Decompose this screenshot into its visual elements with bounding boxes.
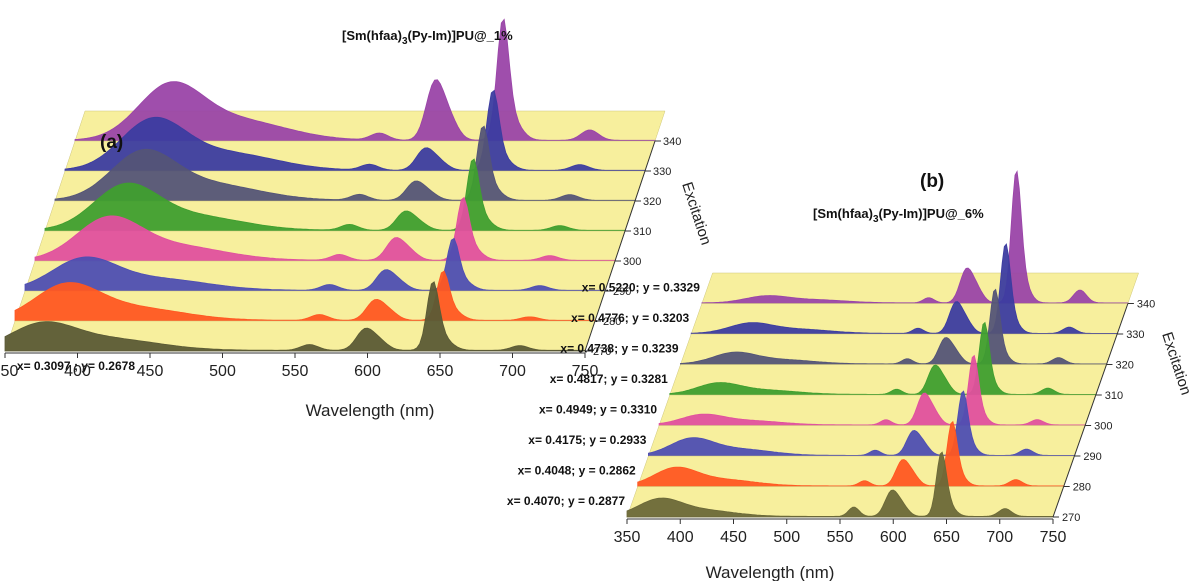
series-310: 310 x= 0.4817; y = 0.3281 (550, 321, 1123, 402)
excitation-tick-label-320: 320 (643, 196, 661, 208)
x-tick-label: 600 (880, 529, 907, 546)
spectrum-300 (34, 196, 616, 262)
excitation-axis-title: Excitation (1158, 330, 1194, 397)
excitation-tick-label-300: 300 (623, 256, 641, 268)
x-tick-label: 550 (827, 529, 854, 546)
excitation-tick-label-330: 330 (1126, 329, 1144, 341)
x-tick-label: 700 (986, 529, 1013, 546)
cie-coordinate-label-280: x= 0.4048; y = 0.2862 (518, 464, 636, 478)
x-tick-label: 500 (773, 529, 800, 546)
spectrum-320 (54, 125, 636, 202)
excitation-tick-label-270: 270 (593, 346, 611, 358)
spectrum-270 (4, 281, 586, 352)
x-axis-title: Wavelength (nm) (706, 563, 835, 581)
panel-label: (a) (100, 132, 123, 153)
spectrum-310 (44, 158, 626, 232)
series-270: 270 x= 0.3097 ; y= 0.2678 (4, 281, 611, 373)
excitation-tick-label-310: 310 (1105, 390, 1123, 402)
spectrum-280 (637, 420, 1065, 487)
spectrum-270 (626, 451, 1054, 518)
excitation-tick-label-270: 270 (1062, 512, 1080, 524)
spectrum-330 (64, 89, 646, 172)
x-tick-label: 750 (1040, 529, 1067, 546)
cie-coordinate-label-270: x= 0.3097 ; y= 0.2678 (17, 359, 135, 373)
series-290: 290 x= 0.4175; y = 0.2933 (528, 390, 1102, 463)
series-280: 280 x= 0.4048; y = 0.2862 (518, 420, 1091, 494)
cie-coordinate-label-290: x= 0.4175; y = 0.2933 (528, 433, 646, 447)
x-tick-label: 450 (720, 529, 747, 546)
cie-coordinate-label-300: x= 0.4949; y = 0.3310 (539, 403, 657, 417)
x-tick-label: 650 (427, 363, 454, 380)
x-axis-title: Wavelength (nm) (306, 401, 435, 420)
excitation-tick-label-290: 290 (1083, 451, 1101, 463)
x-tick-label: 400 (667, 529, 694, 546)
x-tick-label: 600 (354, 363, 381, 380)
x-tick-label: 350 (0, 363, 18, 380)
excitation-tick-label-340: 340 (1137, 299, 1155, 311)
cie-coordinate-label-320: x= 0.4738; y = 0.3239 (560, 342, 678, 356)
panel-label: (b) (920, 171, 944, 192)
series-270: 270 x= 0.4070; y = 0.2877 (507, 451, 1080, 524)
cie-coordinate-label-270: x= 0.4070; y = 0.2877 (507, 494, 625, 508)
spectrum-310 (669, 321, 1097, 396)
spectrum-340 (74, 18, 656, 142)
cie-coordinate-label-310: x= 0.4817; y = 0.3281 (550, 372, 668, 386)
excitation-tick-label-300: 300 (1094, 421, 1112, 433)
spectrum-290 (24, 237, 606, 292)
series-340: 340 x= 0.5220; y = 0.3329 (582, 170, 1155, 311)
series-330: 330 x= 0.4776; y = 0.3203 (571, 243, 1145, 341)
spectrum-280 (14, 270, 596, 322)
x-tick-label: 500 (209, 363, 236, 380)
spectrum-340 (701, 170, 1129, 304)
excitation-axis-title: Excitation (678, 180, 714, 247)
x-tick-label: 450 (137, 363, 164, 380)
excitation-tick-label-310: 310 (633, 226, 651, 238)
cie-coordinate-label-340: x= 0.5220; y = 0.3329 (582, 281, 700, 295)
x-tick-label: 650 (933, 529, 960, 546)
spectrum-290 (648, 390, 1075, 457)
series-320: 320 x= 0.4738; y = 0.3239 (560, 288, 1134, 372)
excitation-tick-label-280: 280 (1073, 482, 1091, 494)
excitation-tick-label-320: 320 (1116, 360, 1134, 372)
excitation-tick-label-330: 330 (653, 166, 671, 178)
cie-coordinate-label-330: x= 0.4776; y = 0.3203 (571, 311, 689, 325)
excitation-tick-label-340: 340 (663, 136, 681, 148)
excitation-axis-line (1052, 303, 1129, 518)
x-tick-label: 400 (64, 363, 91, 380)
spectrum-320 (680, 288, 1107, 365)
chart-title: [Sm(hfaa)3(Py-Im)]PU@_1% (342, 28, 513, 47)
spectrum-330 (690, 243, 1118, 335)
series-300: 300 x= 0.4949; y = 0.3310 (539, 354, 1112, 433)
excitation-axis-line (584, 140, 656, 352)
chart-title: [Sm(hfaa)3(Py-Im)]PU@_6% (813, 206, 984, 225)
excitation-tick-label-280: 280 (603, 316, 621, 328)
x-tick-label: 700 (499, 363, 526, 380)
excitation-tick-label-290: 290 (613, 286, 631, 298)
x-tick-label: 750 (572, 363, 599, 380)
x-tick-label: 350 (614, 529, 641, 546)
spectrum-300 (658, 354, 1086, 426)
x-tick-label: 550 (282, 363, 309, 380)
